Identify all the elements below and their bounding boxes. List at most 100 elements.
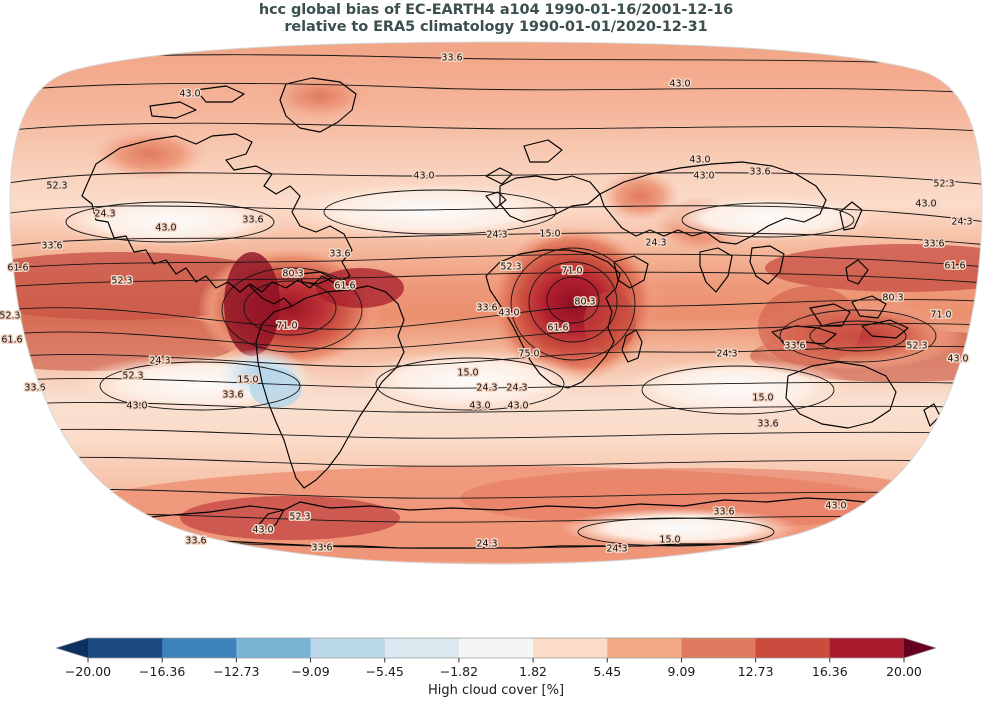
contour-label-halo: 52.3 bbox=[289, 512, 310, 523]
coastline-antarctic-peninsula bbox=[257, 509, 285, 535]
contour-label-halo: 80.3 bbox=[574, 297, 595, 308]
contour-cell-africa-outer bbox=[510, 247, 636, 361]
projection-outline bbox=[9, 41, 983, 565]
contour-label-halo: 43.0 bbox=[915, 199, 936, 210]
colorbar-tick-label: −20.00 bbox=[65, 664, 111, 679]
colorbar-segment[interactable] bbox=[88, 638, 163, 658]
contour-line-243-s bbox=[10, 378, 982, 389]
colorbar-segment[interactable] bbox=[162, 638, 237, 658]
contour-label: 52.3 bbox=[289, 512, 310, 523]
contour-label: 24.3 bbox=[476, 539, 497, 550]
contour-label: 43.0 bbox=[825, 501, 846, 512]
contour-label-halo: 71.0 bbox=[561, 266, 582, 277]
pale-zone-satlantic bbox=[350, 349, 590, 413]
contour-label: 33.6 bbox=[185, 536, 206, 547]
contour-label-halo: 15.0 bbox=[457, 368, 478, 379]
contour-label: 75.0 bbox=[518, 349, 539, 360]
colorbar-canvas[interactable]: −20.00 −16.36 −12.73 −9.09 −5.45 −1.82 1.82 5.4… bbox=[0, 630, 992, 703]
coastline-india bbox=[699, 247, 733, 293]
contour-label-halo: 61.6 bbox=[547, 323, 568, 334]
contour-label-halo: 24.3 bbox=[506, 383, 527, 394]
colorbar-segment[interactable] bbox=[458, 638, 534, 658]
contour-label-halo: 52.3 bbox=[933, 179, 954, 190]
contour-cell-satlantic bbox=[375, 357, 565, 411]
contour-line-430-n bbox=[10, 82, 982, 95]
contour-label: 43.0 bbox=[498, 308, 519, 319]
contour-label: 43.0 bbox=[469, 401, 490, 412]
contour-label: 33.6 bbox=[242, 215, 263, 226]
coastline-greenland bbox=[279, 77, 357, 133]
colorbar-tick-label: −12.73 bbox=[213, 664, 259, 679]
hotspot-andes bbox=[224, 252, 280, 356]
colorbar-segment[interactable] bbox=[236, 638, 311, 658]
contour-label-halo: 33.6 bbox=[784, 341, 805, 352]
contour-label-halo: 33.6 bbox=[185, 536, 206, 547]
bias-band-antarctic-coast bbox=[460, 468, 940, 528]
colorbar-tick-label: −9.09 bbox=[291, 664, 329, 679]
contour-label: 43.0 bbox=[669, 79, 690, 90]
coastline-new-guinea bbox=[861, 319, 909, 339]
coastline-arabia bbox=[613, 255, 649, 289]
contour-label: 52.3 bbox=[500, 262, 521, 273]
colorbar-segment[interactable] bbox=[384, 638, 460, 658]
coastline-japan bbox=[839, 201, 863, 231]
contour-label-halo: 15.0 bbox=[237, 375, 258, 386]
contour-label-halo: 43.0 bbox=[469, 401, 490, 412]
contour-label: 24.3 bbox=[606, 544, 627, 555]
title-line-1: hcc global bias of EC-EARTH4 a104 1990-0… bbox=[258, 2, 734, 18]
contour-line-s5 bbox=[10, 488, 982, 499]
colorbar-segments[interactable] bbox=[54, 637, 938, 659]
contour-label: 33.6 bbox=[222, 390, 243, 401]
contour-label: 24.3 bbox=[94, 209, 115, 220]
colorbar[interactable]: −20.00 −16.36 −12.73 −9.09 −5.45 −1.82 1.82 5.4… bbox=[0, 630, 992, 703]
contour-label-halo: 24.3 bbox=[476, 383, 497, 394]
colorbar-segment[interactable] bbox=[829, 638, 905, 658]
colorbar-segment[interactable] bbox=[607, 638, 682, 658]
contour-label: 43.0 bbox=[413, 171, 434, 182]
contour-cell-natlantic bbox=[323, 189, 557, 235]
figure-title: hcc global bias of EC-EARTH4 a104 1990-0… bbox=[0, 2, 992, 36]
contour-label: 43.0 bbox=[915, 199, 936, 210]
contour-label: 15.0 bbox=[659, 535, 680, 546]
coastline-philippines bbox=[845, 259, 869, 285]
contour-label: 43.0 bbox=[693, 171, 714, 182]
pale-zone-nwpacific bbox=[660, 194, 880, 242]
contour-label-halo: 43.0 bbox=[693, 171, 714, 182]
contour-label: 24.3 bbox=[716, 349, 737, 360]
contour-line-s3 bbox=[10, 428, 982, 439]
contour-label-halo: 33.6 bbox=[923, 239, 944, 250]
contour-label: 80.3 bbox=[574, 297, 595, 308]
contour-label: 52.3 bbox=[933, 179, 954, 190]
colorbar-tick-label: 1.82 bbox=[519, 664, 547, 679]
contour-label-halo: 52.3 bbox=[46, 181, 67, 192]
contour-label-halo: 33.6 bbox=[24, 383, 45, 394]
colorbar-segment[interactable] bbox=[310, 638, 386, 658]
contour-label: 43.0 bbox=[947, 354, 968, 365]
contour-label: 33.6 bbox=[476, 303, 497, 314]
contour-label-halo: 15.0 bbox=[539, 229, 560, 240]
contour-label: 61.6 bbox=[1, 335, 22, 346]
title-line-2: relative to ERA5 climatology 1990-01-01/… bbox=[284, 19, 708, 35]
colorbar-segment[interactable] bbox=[755, 638, 831, 658]
colorbar-tick-label: 9.09 bbox=[668, 664, 696, 679]
contour-label: 80.3 bbox=[882, 293, 903, 304]
pale-zone-antarctic-interior bbox=[560, 508, 800, 548]
colorbar-segment[interactable] bbox=[681, 638, 757, 658]
contour-label: 15.0 bbox=[237, 375, 258, 386]
coastline-asia bbox=[599, 161, 827, 245]
contour-label: 80.3 bbox=[282, 269, 303, 280]
contour-label-halo: 43.0 bbox=[825, 501, 846, 512]
contour-label: 33.6 bbox=[757, 419, 778, 430]
contour-cell-maritime-outer bbox=[779, 309, 937, 363]
contour-cell-nwpacific bbox=[681, 202, 855, 238]
contour-label: 52.3 bbox=[906, 341, 927, 352]
colorbar-segment[interactable] bbox=[533, 638, 608, 658]
contour-label: 33.6 bbox=[41, 241, 62, 252]
hotspot-alaska bbox=[92, 128, 208, 180]
contour-label-halo: 33.6 bbox=[222, 390, 243, 401]
contour-label-halo: 43.0 bbox=[126, 401, 147, 412]
contour-label: 43.0 bbox=[689, 155, 710, 166]
contour-label-halo: 52.3 bbox=[0, 311, 21, 322]
contour-label-halo: 52.3 bbox=[111, 276, 132, 287]
contour-label-halo: 43.0 bbox=[689, 155, 710, 166]
